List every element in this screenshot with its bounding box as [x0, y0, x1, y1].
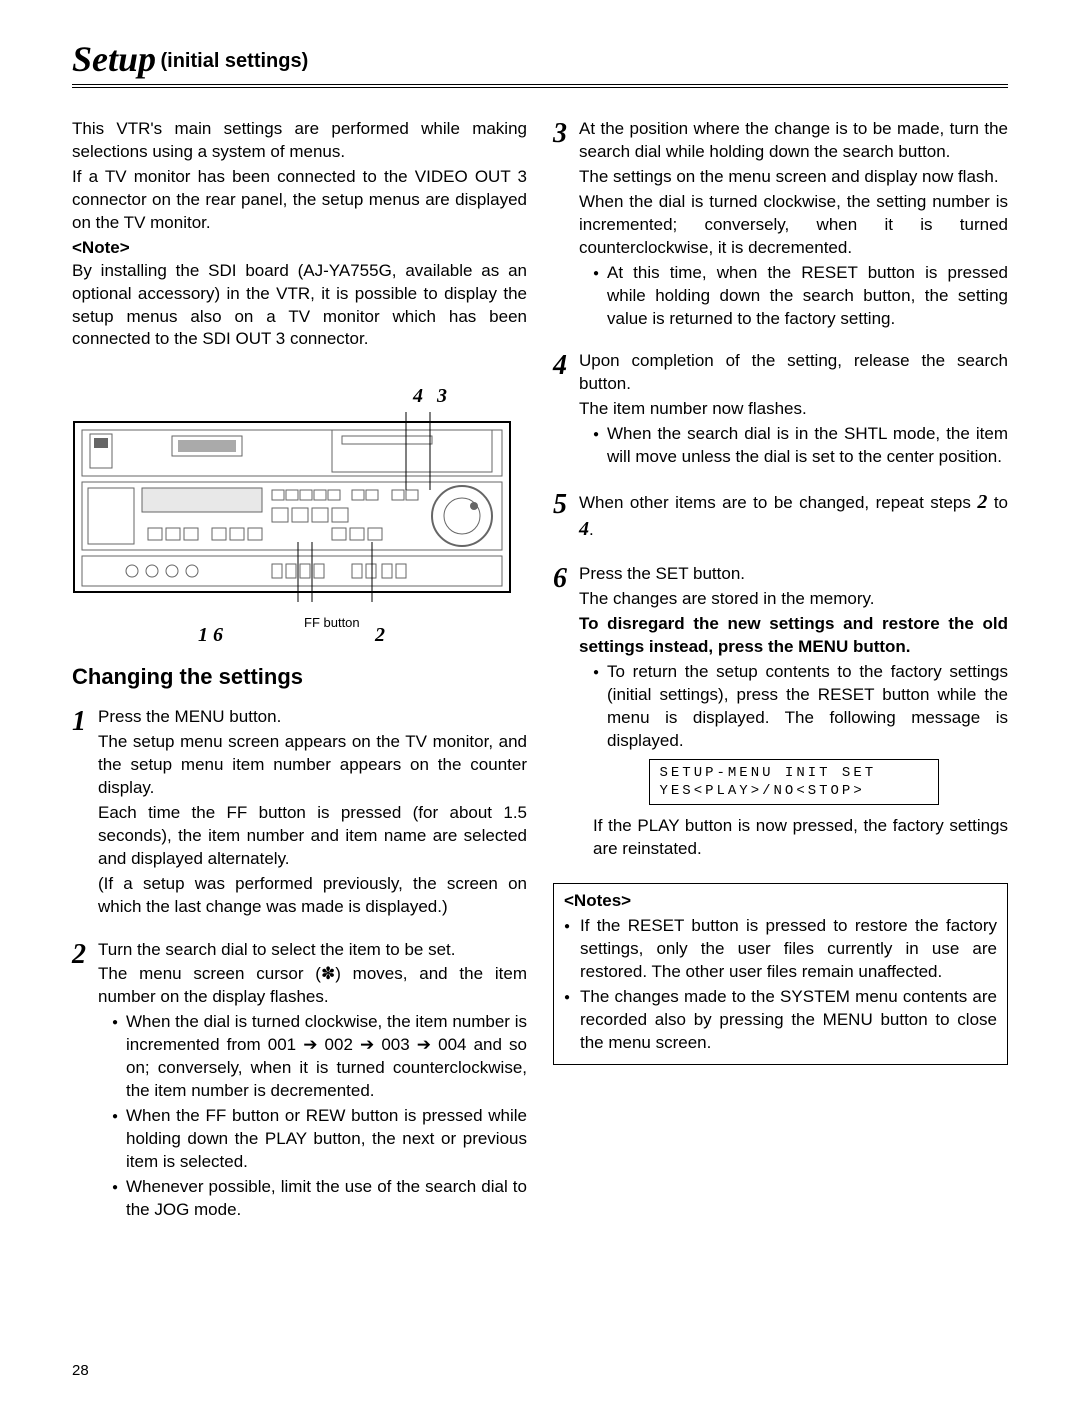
- step-6-p1: Press the SET button.: [579, 563, 1008, 586]
- step-4-b1: When the search dial is in the SHTL mode…: [593, 423, 1008, 469]
- step-4-p1: Upon completion of the setting, release …: [579, 350, 1008, 396]
- step-2-p1: Turn the search dial to select the item …: [98, 939, 527, 962]
- step-4-p2: The item number now flashes.: [579, 398, 1008, 421]
- step-3: 3 At the position where the change is to…: [553, 118, 1008, 332]
- vtr-diagram-area: 4 3: [72, 383, 527, 644]
- step-1-p4: (If a setup was performed previously, th…: [98, 873, 527, 919]
- step-1-p3: Each time the FF button is pressed (for …: [98, 802, 527, 871]
- notes-b1: If the RESET button is pressed to restor…: [564, 915, 997, 984]
- step-5: 5 When other items are to be changed, re…: [553, 489, 1008, 545]
- step-2: 2 Turn the search dial to select the ite…: [72, 939, 527, 1224]
- vtr-diagram: [72, 412, 512, 602]
- step-6-p3: To disregard the new settings and restor…: [579, 613, 1008, 659]
- step-6-after: If the PLAY button is now pressed, the f…: [579, 815, 1008, 861]
- notes-label: <Notes>: [564, 890, 997, 913]
- step-1-num: 1: [72, 706, 98, 920]
- header-title-main: Setup: [72, 39, 156, 79]
- step-3-p2: The settings on the menu screen and disp…: [579, 166, 1008, 189]
- callout-1-6: 1 6: [198, 622, 223, 649]
- left-column: This VTR's main settings are performed w…: [72, 118, 527, 1242]
- step-6-p2: The changes are stored in the memory.: [579, 588, 1008, 611]
- section-heading: Changing the settings: [72, 662, 527, 692]
- step-2-num: 2: [72, 939, 98, 1224]
- note-body: By installing the SDI board (AJ-YA755G, …: [72, 260, 527, 352]
- step-4: 4 Upon completion of the setting, releas…: [553, 350, 1008, 471]
- step-5-p1: When other items are to be changed, repe…: [579, 489, 1008, 543]
- header-rule: [72, 84, 1008, 88]
- step-2-b2: When the FF button or REW button is pres…: [112, 1105, 527, 1174]
- step-2-p2: The menu screen cursor (✽) moves, and th…: [98, 963, 527, 1009]
- intro-p2: If a TV monitor has been connected to th…: [72, 166, 527, 235]
- note-label: <Note>: [72, 238, 130, 257]
- page-header: Setup (initial settings): [72, 38, 1008, 80]
- step-3-p3: When the dial is turned clockwise, the s…: [579, 191, 1008, 260]
- right-column: 3 At the position where the change is to…: [553, 118, 1008, 1242]
- notes-b2: The changes made to the SYSTEM menu cont…: [564, 986, 997, 1055]
- step-3-num: 3: [553, 118, 579, 332]
- step-6: 6 Press the SET button. The changes are …: [553, 563, 1008, 863]
- step-5-num: 5: [553, 489, 579, 545]
- step-3-p1: At the position where the change is to b…: [579, 118, 1008, 164]
- display-message: SETUP-MENU INIT SET YES<PLAY>/NO<STOP>: [649, 759, 939, 805]
- intro-p1: This VTR's main settings are performed w…: [72, 118, 527, 164]
- step-6-num: 6: [553, 563, 579, 863]
- step-6-b1: To return the setup contents to the fact…: [593, 661, 1008, 753]
- callout-4: 4: [413, 383, 423, 410]
- callout-2: 2: [375, 622, 385, 649]
- callout-3: 3: [437, 383, 447, 410]
- step-1-p2: The setup menu screen appears on the TV …: [98, 731, 527, 800]
- ff-button-label: FF button: [304, 614, 360, 632]
- step-2-b1: When the dial is turned clockwise, the i…: [112, 1011, 527, 1103]
- step-3-b1: At this time, when the RESET button is p…: [593, 262, 1008, 331]
- page-number: 28: [72, 1362, 1008, 1379]
- step-1-p1: Press the MENU button.: [98, 706, 527, 729]
- step-2-b3: Whenever possible, limit the use of the …: [112, 1176, 527, 1222]
- notes-box: <Notes> If the RESET button is pressed t…: [553, 883, 1008, 1066]
- step-1: 1 Press the MENU button. The setup menu …: [72, 706, 527, 920]
- step-4-num: 4: [553, 350, 579, 471]
- header-title-sub: (initial settings): [160, 50, 308, 72]
